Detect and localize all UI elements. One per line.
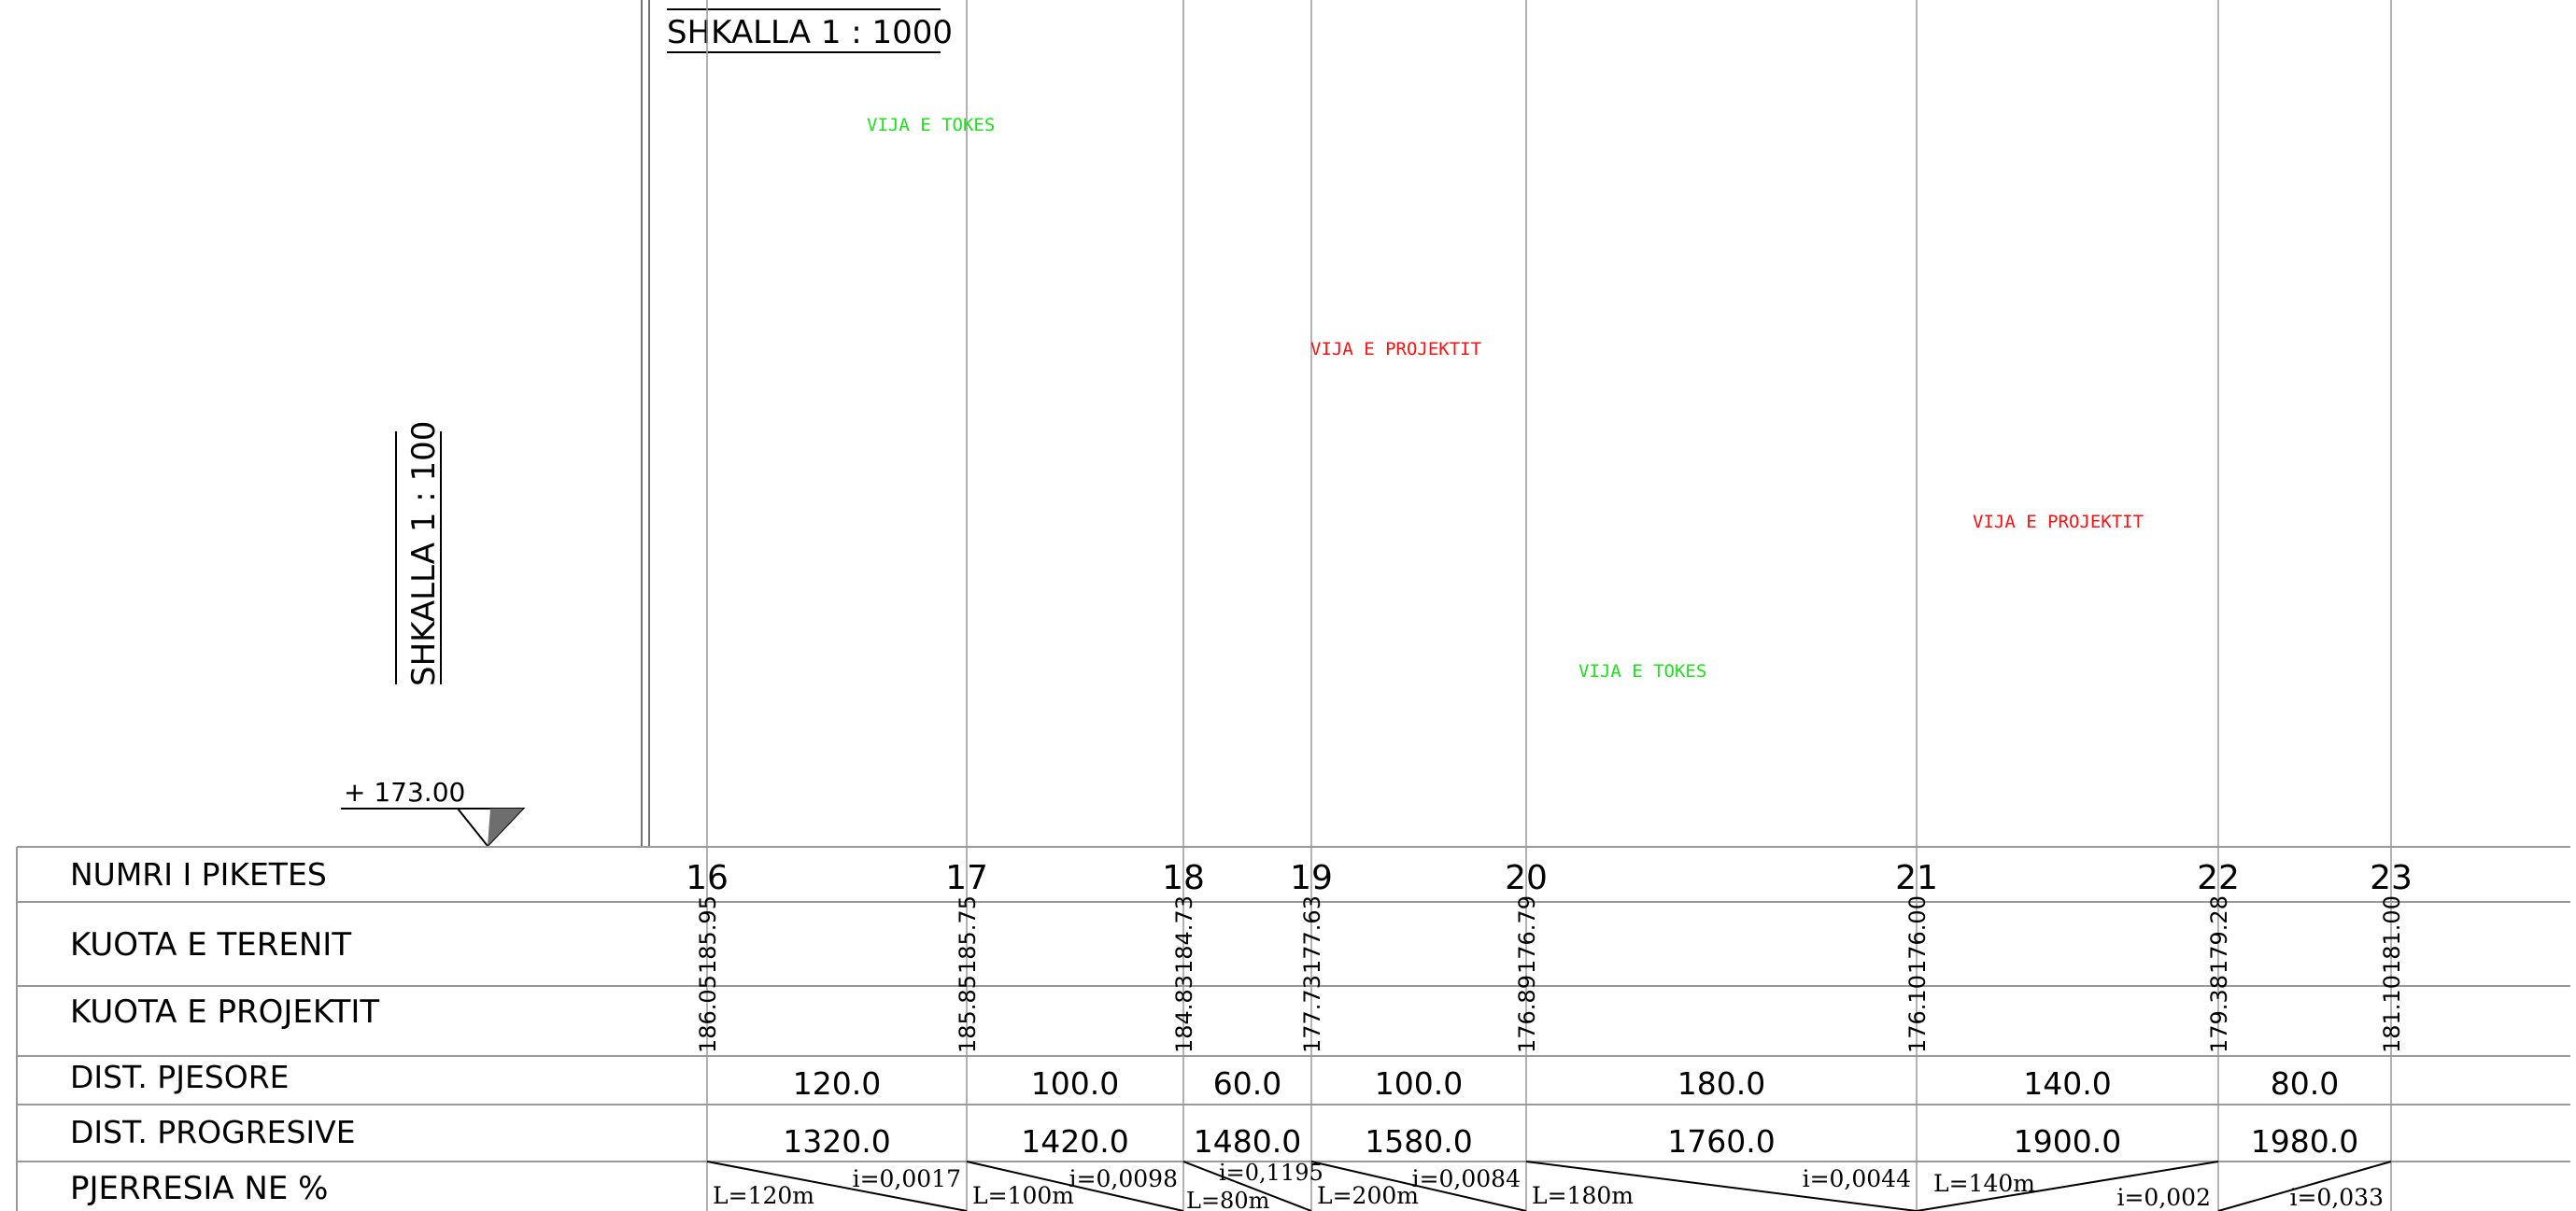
progressive-distance: 1320.0 bbox=[783, 1123, 890, 1160]
terrain-elevation: 176.00 bbox=[1904, 895, 1931, 974]
progressive-distance: 1580.0 bbox=[1365, 1123, 1472, 1160]
terrain-elevation: 179.28 bbox=[2206, 895, 2232, 974]
project-elevation-group: 184.83 bbox=[1171, 975, 1197, 1053]
partial-distance: 80.0 bbox=[2271, 1065, 2339, 1102]
row-label-dist-progresive: DIST. PROGRESIVE bbox=[70, 1114, 356, 1150]
project-elevation: 179.38 bbox=[2206, 975, 2232, 1053]
project-elevation-group: 176.10 bbox=[1904, 975, 1931, 1053]
station-number: 20 bbox=[1505, 859, 1548, 897]
partial-distance: 60.0 bbox=[1213, 1065, 1281, 1102]
station-number: 21 bbox=[1895, 859, 1938, 897]
segment-slope: i=0,033 bbox=[2289, 1184, 2384, 1211]
project-elevation: 177.73 bbox=[1299, 975, 1325, 1053]
slope-diagonal bbox=[1916, 1161, 2219, 1211]
segment-slope: i=0,1195 bbox=[1219, 1160, 1323, 1186]
profile-table bbox=[16, 846, 2570, 1211]
project-elevation: 176.89 bbox=[1514, 975, 1540, 1053]
project-elevation-group: 176.89 bbox=[1514, 975, 1540, 1053]
progressive-distance: 1760.0 bbox=[1667, 1123, 1775, 1160]
terrain-elevation: 176.79 bbox=[1514, 895, 1540, 974]
row-label-dist-pjesore: DIST. PJESORE bbox=[70, 1059, 290, 1095]
station-number: 23 bbox=[2370, 859, 2413, 897]
project-elevation: 186.05 bbox=[695, 975, 721, 1053]
datum-label: + 173.00 bbox=[344, 777, 465, 808]
partial-distance: 180.0 bbox=[1677, 1065, 1765, 1102]
segment-length: L=140m bbox=[1933, 1170, 2035, 1197]
terrain-elevation-group: 181.00 bbox=[2379, 895, 2405, 974]
partial-distance: 120.0 bbox=[793, 1065, 881, 1102]
project-elevation-group: 186.05 bbox=[695, 975, 721, 1053]
project-elevation: 176.10 bbox=[1904, 975, 1931, 1053]
slope-diagonal bbox=[966, 1161, 1184, 1211]
row-label-kuota-projektit: KUOTA E PROJEKTIT bbox=[70, 993, 379, 1031]
slope-diagonal bbox=[1310, 1161, 1527, 1211]
segment-length: L=200m bbox=[1317, 1182, 1419, 1209]
project-line-label-2: VIJA E PROJEKTIT bbox=[1973, 512, 2144, 532]
project-elevation: 181.10 bbox=[2379, 975, 2405, 1053]
ruler-frame bbox=[641, 0, 650, 848]
partial-distance: 140.0 bbox=[2023, 1065, 2111, 1102]
segment-slope: i=0,0098 bbox=[1069, 1165, 1178, 1192]
terrain-elevation-group: 185.75 bbox=[955, 895, 981, 974]
slope-diagonal bbox=[1525, 1161, 1918, 1211]
progressive-distance: 1480.0 bbox=[1194, 1123, 1301, 1160]
slope-diagonal bbox=[2217, 1161, 2392, 1211]
segment-slope: i=0,0084 bbox=[1412, 1165, 1521, 1192]
project-elevation: 185.85 bbox=[955, 975, 981, 1053]
project-line-label-1: VIJA E PROJEKTIT bbox=[1310, 339, 1481, 359]
terrain-elevation-group: 177.63 bbox=[1299, 895, 1325, 974]
row-label-piketa: NUMRI I PIKETES bbox=[70, 856, 327, 893]
terrain-elevation: 181.00 bbox=[2379, 895, 2405, 974]
row-label-pjerresia: PJERRESIA NE % bbox=[70, 1170, 328, 1207]
terrain-elevation-group: 184.73 bbox=[1171, 895, 1197, 974]
terrain-line-label-2: VIJA E TOKES bbox=[1578, 661, 1706, 682]
segment-length: L=180m bbox=[1532, 1182, 1634, 1209]
progressive-distance: 1980.0 bbox=[2251, 1123, 2358, 1160]
station-number: 17 bbox=[945, 859, 988, 897]
row-label-kuota-terenit: KUOTA E TERENIT bbox=[70, 926, 351, 964]
segment-cells: 120.0 1320.0 L=120m i=0,0017 100.0 1420.0 L=10… bbox=[706, 1065, 2392, 1211]
terrain-elevation-group: 176.79 bbox=[1514, 895, 1540, 974]
slope-diagonal bbox=[1182, 1161, 1312, 1211]
slope-diagonal bbox=[706, 1161, 968, 1211]
segment-slope: i=0,0044 bbox=[1803, 1165, 1911, 1192]
terrain-line-label-1: VIJA E TOKES bbox=[867, 115, 995, 135]
segment-slope: i=0,002 bbox=[2116, 1184, 2211, 1211]
terrain-elevation-group: 185.95 bbox=[695, 895, 721, 974]
progressive-distance: 1900.0 bbox=[2014, 1123, 2121, 1160]
project-elevation: 184.83 bbox=[1171, 975, 1197, 1053]
terrain-elevation-group: 179.28 bbox=[2206, 895, 2232, 974]
segment-length: L=100m bbox=[972, 1182, 1074, 1209]
project-elevation-group: 185.85 bbox=[955, 975, 981, 1053]
vertical-scale-title-group: SHKALLA 1 : 100 bbox=[405, 421, 443, 686]
elevation-ruler bbox=[641, 0, 650, 848]
station-number: 22 bbox=[2197, 859, 2240, 897]
terrain-elevation-group: 176.00 bbox=[1904, 895, 1931, 974]
horizontal-scale-title: SHKALLA 1 : 1000 bbox=[667, 14, 953, 51]
segment-slope: i=0,0017 bbox=[853, 1165, 961, 1192]
terrain-elevation: 185.95 bbox=[695, 895, 721, 974]
station-number: 18 bbox=[1162, 859, 1205, 897]
terrain-elevation: 184.73 bbox=[1171, 895, 1197, 974]
terrain-elevation: 177.63 bbox=[1299, 895, 1325, 974]
project-elevation-group: 177.73 bbox=[1299, 975, 1325, 1053]
project-elevation-group: 179.38 bbox=[2206, 975, 2232, 1053]
partial-distance: 100.0 bbox=[1375, 1065, 1463, 1102]
segment-length: L=80m bbox=[1186, 1188, 1270, 1211]
vertical-scale-title: SHKALLA 1 : 100 bbox=[405, 421, 443, 686]
station-number: 19 bbox=[1290, 859, 1333, 897]
station-number: 16 bbox=[686, 859, 729, 897]
project-elevation-group: 181.10 bbox=[2379, 975, 2405, 1053]
terrain-elevation: 185.75 bbox=[955, 895, 981, 974]
partial-distance: 100.0 bbox=[1031, 1065, 1119, 1102]
progressive-distance: 1420.0 bbox=[1021, 1123, 1128, 1160]
segment-length: L=120m bbox=[713, 1182, 814, 1209]
datum-triangle-fill bbox=[488, 809, 523, 846]
